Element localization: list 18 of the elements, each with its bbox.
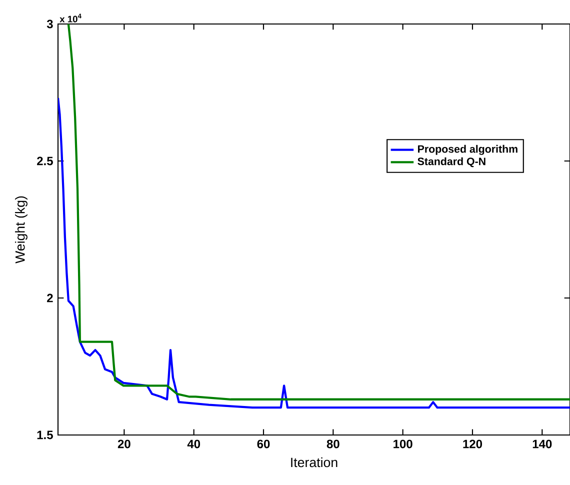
y-axis-title: Weight (kg)	[15, 196, 28, 264]
y-tick-label: 2.5	[37, 156, 53, 166]
text: x 10$^{4}$	[60, 14, 82, 22]
x-tick-label: 120	[463, 440, 482, 448]
x-tick-label: 80	[326, 440, 340, 448]
line-series	[58, 96, 570, 409]
x-tick-label: 20	[118, 440, 130, 448]
x-axis-title: Iteration	[291, 457, 338, 468]
y-tick-label: 3	[46, 20, 53, 28]
y-tick-label: 1.5	[37, 430, 53, 440]
x-tick-label: 40	[187, 440, 200, 448]
x-tick-label: 60	[257, 440, 270, 448]
x-tick-label: 100	[394, 440, 412, 448]
line-series	[67, 24, 570, 400]
legend-label: Proposed algorithm	[418, 144, 518, 155]
legend-label: Standard Q-N	[418, 157, 486, 168]
y-tick-label: 2	[47, 294, 53, 302]
x-tick-label: 140	[532, 440, 552, 448]
